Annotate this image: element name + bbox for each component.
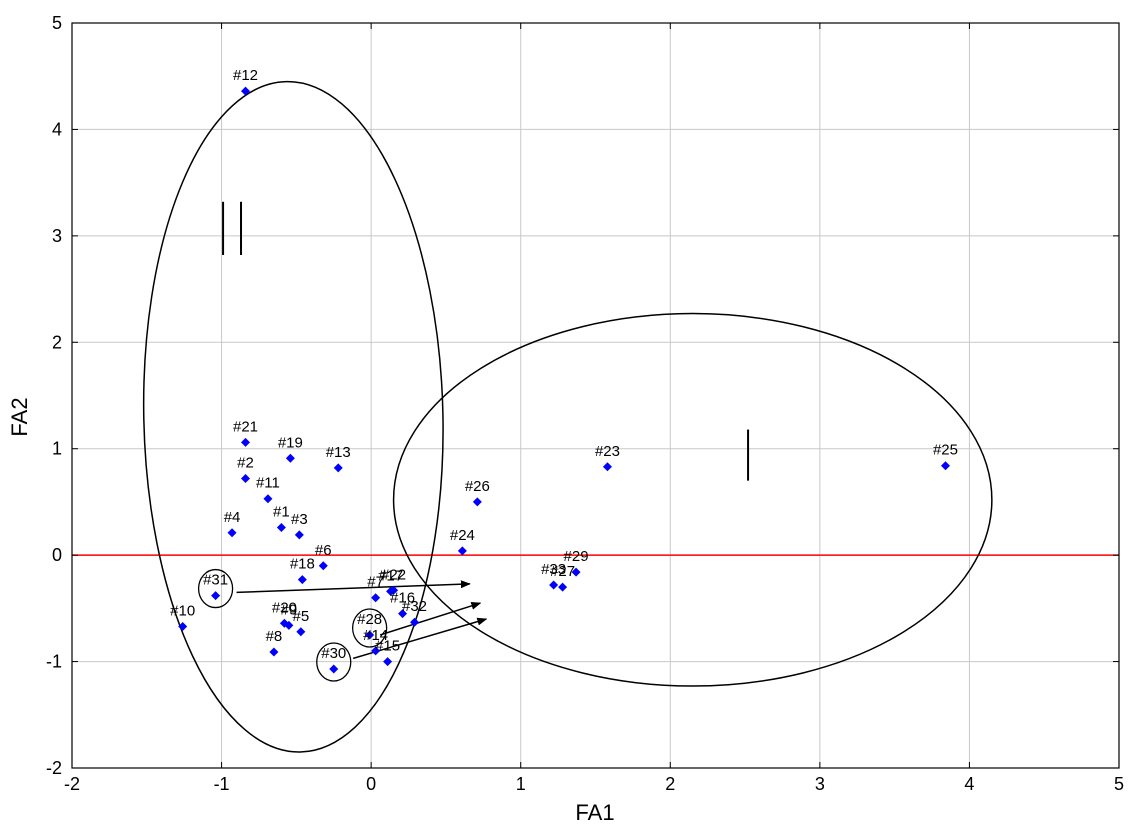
point-label: #12 (233, 67, 258, 84)
point-label: #4 (224, 509, 241, 526)
y-tick-label: 3 (52, 226, 62, 246)
point-label: #22 (381, 566, 406, 583)
data-point (383, 657, 393, 667)
data-point (457, 546, 467, 556)
y-tick-label: 2 (52, 332, 62, 352)
data-point (571, 567, 581, 577)
data-point (294, 530, 304, 540)
point-label: #1 (273, 503, 290, 520)
data-point (241, 437, 251, 447)
x-tick-label: 0 (366, 774, 376, 794)
x-tick-label: -2 (64, 774, 80, 794)
x-tick-label: 4 (964, 774, 974, 794)
point-label: #14 (363, 627, 388, 644)
point-label: #2 (237, 455, 254, 472)
plot-frame (71, 22, 1120, 769)
point-label: #18 (290, 556, 315, 573)
point-label: #10 (170, 602, 195, 619)
data-point (558, 582, 568, 592)
point-label: #27 (550, 563, 575, 580)
point-label: #13 (326, 444, 351, 461)
point-label: #6 (315, 542, 332, 559)
data-point (279, 618, 289, 628)
group-label-1 (222, 201, 243, 256)
data-point (333, 463, 343, 473)
x-axis-title: FA1 (575, 800, 614, 825)
data-point (211, 591, 221, 601)
x-tick-label: 1 (516, 774, 526, 794)
data-point (329, 664, 339, 674)
plot-border (71, 22, 1120, 769)
point-label: #16 (390, 590, 415, 607)
data-point (241, 474, 251, 484)
data-point (398, 609, 408, 619)
data-point (389, 585, 399, 595)
highlight-circle (316, 642, 352, 682)
data-point (371, 646, 381, 656)
point-label: #28 (357, 611, 382, 628)
shift-arrow (379, 601, 482, 636)
y-tick-label: 5 (52, 13, 62, 33)
shift-arrow (236, 580, 471, 594)
group-ellipse-1 (142, 80, 444, 753)
data-point (178, 621, 188, 631)
y-tick-label: 4 (52, 119, 62, 139)
y-tick-label: 1 (52, 439, 62, 459)
highlight-circle (351, 608, 388, 648)
point-label: #24 (450, 527, 475, 544)
point-label: #7 (367, 574, 384, 591)
point-label: #8 (266, 628, 283, 645)
data-point (318, 561, 328, 571)
tick-labels: -2 -1 0 1 2 3 4 5 -2 -1 0 1 2 3 4 5 (46, 13, 1124, 794)
data-point (241, 86, 251, 96)
point-label: #30 (321, 645, 346, 662)
point-label: #3 (291, 511, 308, 528)
data-point (227, 528, 237, 538)
data-point (263, 494, 273, 504)
point-label: #19 (278, 434, 303, 451)
y-axis-title: FA2 (7, 397, 32, 436)
data-point (940, 461, 950, 471)
point-label: #32 (402, 598, 427, 615)
data-point (472, 497, 482, 507)
data-point (269, 647, 279, 657)
x-tick-label: -1 (214, 774, 230, 794)
point-label: #20 (272, 599, 297, 616)
data-points (178, 86, 950, 674)
y-tick-label: -2 (46, 758, 62, 778)
data-point (602, 462, 612, 472)
point-label: #33 (541, 561, 566, 578)
data-point (297, 575, 307, 585)
data-point (285, 453, 295, 463)
data-point (296, 627, 306, 637)
group-ellipse-2 (392, 312, 993, 687)
point-label: #17 (378, 567, 403, 584)
point-label: #31 (203, 572, 228, 589)
y-tick-label: 0 (52, 545, 62, 565)
point-label: #9 (281, 601, 298, 618)
point-label: #23 (595, 443, 620, 460)
data-point (410, 617, 420, 627)
data-point (549, 580, 559, 590)
point-label: #15 (375, 638, 400, 655)
point-label: #25 (933, 442, 958, 459)
point-label: #21 (233, 418, 258, 435)
y-tick-label: -1 (46, 652, 62, 672)
data-point (276, 522, 286, 532)
point-labels: #1#2#3#4#5#6#7#8#9#10#11#12#13#14#15#16#… (170, 67, 958, 662)
point-label: #5 (293, 608, 310, 625)
point-label: #11 (256, 475, 280, 492)
x-tick-label: 5 (1114, 774, 1124, 794)
data-point (371, 593, 381, 603)
data-point (365, 630, 375, 640)
point-label: #26 (465, 478, 490, 495)
point-label: #29 (564, 548, 589, 565)
x-tick-label: 3 (815, 774, 825, 794)
grid-lines (71, 22, 1120, 769)
highlight-circle (197, 568, 234, 609)
group-ellipses (142, 80, 993, 753)
x-tick-label: 2 (665, 774, 675, 794)
